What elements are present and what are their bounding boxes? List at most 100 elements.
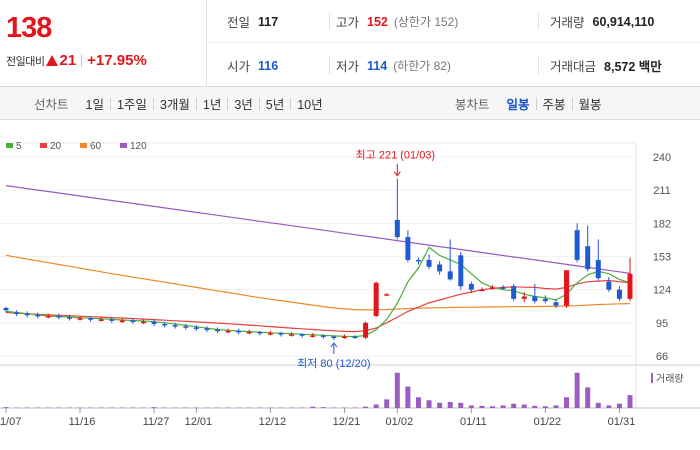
y-tick-label: 95 — [656, 318, 668, 330]
candle-body — [3, 307, 9, 311]
candle-body — [521, 296, 527, 299]
x-tick-label: 11/07 — [0, 416, 21, 428]
period-1w-button[interactable]: 1주일 — [116, 98, 147, 112]
divider — [258, 97, 260, 110]
volume-bar — [320, 407, 326, 408]
candle-body — [14, 312, 20, 315]
volume-bar — [66, 407, 72, 409]
candle-body — [98, 319, 104, 321]
quote-row-1: 전일 117 고가 152 (상한가 152) 거래량 60,914,110 — [208, 0, 700, 43]
candle-body — [490, 287, 496, 289]
candle-body — [458, 255, 464, 287]
daily-candle-button[interactable]: 일봉 — [506, 98, 530, 112]
volume-bar — [532, 405, 538, 408]
volume-bar — [479, 405, 485, 408]
candle-body — [542, 298, 548, 302]
candle-body — [236, 330, 242, 333]
line-chart-label: 선차트 — [34, 98, 69, 112]
volume-bar — [352, 407, 358, 409]
volume-bar — [384, 399, 390, 408]
change-divider — [81, 54, 83, 67]
candle-body — [88, 318, 94, 320]
y-tick-label: 124 — [653, 285, 671, 297]
volume-bar — [447, 401, 453, 408]
monthly-candle-button[interactable]: 월봉 — [578, 98, 602, 112]
candle-body — [45, 315, 51, 318]
upper-limit-text: (상한가 152) — [393, 15, 459, 29]
volume-bar — [257, 407, 263, 409]
trade-value-value: 8,572 백만 — [604, 60, 662, 74]
candle-body — [341, 336, 347, 339]
candle-body — [299, 334, 305, 336]
weekly-candle-button[interactable]: 주봉 — [542, 98, 566, 112]
period-1y-button[interactable]: 1년 — [202, 98, 222, 112]
y-tick-label: 182 — [653, 218, 671, 230]
volume-bar — [88, 407, 94, 409]
volume-bar — [246, 407, 252, 409]
volume-bar — [415, 397, 421, 408]
volume-bar — [289, 407, 295, 409]
divider — [109, 97, 111, 110]
candle-body — [24, 313, 30, 316]
low-cell: 저가 114 (하한가 82) — [336, 44, 451, 87]
volume-bar — [140, 407, 146, 409]
trade-value-label: 거래대금 — [550, 60, 597, 74]
candle-body — [215, 329, 221, 332]
volume-bar — [341, 407, 347, 409]
price-box: 138 전일대비 21 +17.95% — [0, 0, 207, 87]
volume-bar — [35, 407, 41, 409]
x-tick-label: 01/11 — [460, 416, 487, 428]
candle-body — [246, 331, 252, 334]
candle-body — [320, 335, 326, 337]
volume-bar — [109, 407, 115, 409]
low-annotation-label: 최저 80 (12/20) — [297, 357, 370, 370]
x-tick-label: 11/27 — [143, 416, 170, 428]
chart-canvas[interactable]: 240 211 182 153 124 95 66 11/07 11/16 11/27 12/01 1… — [0, 121, 700, 450]
ma20-line — [5, 279, 631, 333]
quote-row-2: 시가 116 저가 114 (하한가 82) 거래대금 8,572 백만 — [208, 44, 700, 87]
candle-body — [616, 289, 622, 299]
period-10y-button[interactable]: 10년 — [297, 98, 323, 112]
candle-body — [553, 302, 559, 306]
ma120-line — [5, 185, 631, 274]
candle-body — [585, 246, 591, 270]
volume-bar — [77, 407, 83, 409]
period-3y-button[interactable]: 3년 — [234, 98, 253, 112]
candle-body — [162, 323, 168, 326]
period-1d-button[interactable]: 1일 — [85, 98, 104, 112]
volume-bar — [511, 403, 517, 408]
change-percent: +17.95% — [87, 52, 147, 69]
y-tick-label: 153 — [653, 252, 671, 264]
candle-body — [267, 333, 273, 335]
period-3m-button[interactable]: 3개월 — [159, 98, 190, 112]
low-value: 114 — [367, 58, 388, 73]
volume-bar — [162, 407, 168, 409]
legend-swatch — [80, 143, 87, 148]
candle-body — [278, 333, 284, 335]
candle-body — [56, 315, 62, 318]
period-5y-button[interactable]: 5년 — [265, 98, 285, 112]
candle-body — [532, 296, 538, 302]
volume-bar — [574, 372, 580, 408]
volume-bar — [151, 407, 157, 408]
volume-bar — [193, 407, 199, 409]
candle-selector: 봉차트 일봉 주봉 월봉 — [455, 87, 608, 120]
candle-body — [183, 326, 189, 328]
open-label: 시가 — [227, 60, 251, 74]
chart-toolbar: 선차트 1일 1주일 3개월 1년 3년 5년 10년 봉차트 일봉 주봉 월봉 — [0, 87, 700, 120]
ma60-line — [5, 254, 631, 311]
volume-bar — [98, 407, 104, 409]
legend-swatch — [6, 143, 13, 148]
candle-body — [140, 321, 146, 324]
candle-body — [172, 325, 178, 327]
volume-bar — [363, 406, 369, 408]
volume-bar — [204, 407, 210, 409]
candle-body — [204, 328, 210, 331]
volume-bar — [225, 407, 231, 409]
divider — [227, 97, 229, 110]
candlestick-chart[interactable]: 240 211 182 153 124 95 66 11/07 11/16 11/27 12/01 1… — [0, 121, 700, 450]
candle-body — [405, 237, 411, 260]
current-price: 138 — [6, 12, 52, 44]
open-value: 116 — [258, 58, 279, 73]
high-annotation-label: 최고 221 (01/03) — [356, 149, 436, 162]
